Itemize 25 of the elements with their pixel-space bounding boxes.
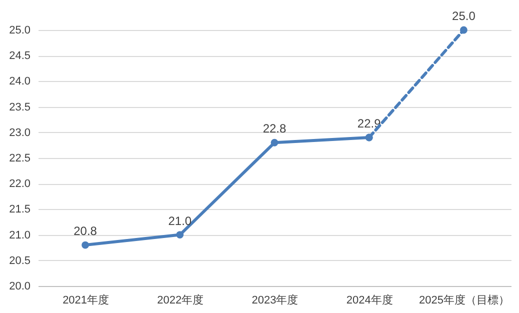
- point: [270, 138, 278, 146]
- y-tick-label: 20.5: [9, 254, 30, 267]
- data-label: 20.8: [74, 224, 98, 238]
- y-tick-label: 22.0: [9, 178, 30, 190]
- data-label: 25.0: [452, 9, 476, 23]
- data-label: 21.0: [168, 214, 192, 228]
- y-tick-label: 24.0: [9, 76, 30, 88]
- x-tick-label: 2022年度: [157, 294, 204, 306]
- y-tick-label: 21.0: [9, 229, 30, 242]
- y-tick-label: 21.5: [9, 204, 30, 216]
- data-label: 22.8: [262, 122, 286, 136]
- x-tick-label: 2024年度: [346, 294, 393, 306]
- point: [82, 241, 90, 249]
- y-tick-label: 22.5: [9, 152, 30, 164]
- y-tick-label: 20.0: [9, 280, 30, 292]
- y-tick-label: 23.5: [9, 101, 30, 114]
- x-tick-label: 2025年度（目標）: [418, 294, 510, 306]
- y-tick-label: 24.5: [9, 50, 30, 62]
- y-tick-label: 23.0: [9, 126, 30, 139]
- point: [460, 26, 468, 34]
- y-tick-label: 25.0: [9, 24, 30, 36]
- point: [176, 231, 184, 238]
- x-tick-label: 2021年度: [62, 294, 110, 306]
- x-tick-label: 2023年度: [252, 294, 298, 306]
- point: [365, 134, 373, 142]
